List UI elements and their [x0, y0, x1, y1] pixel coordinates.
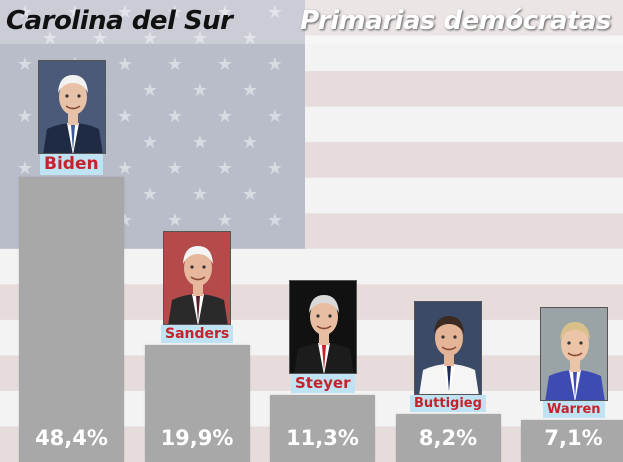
- value-label: 19,9%: [160, 426, 234, 450]
- header-band: [0, 0, 623, 44]
- flag-star: ★: [167, 54, 183, 75]
- chart-title: Carolina del Sur: [6, 6, 233, 36]
- flag-star: ★: [267, 158, 283, 179]
- flag-star: ★: [242, 28, 258, 49]
- flag-star: ★: [142, 80, 158, 101]
- chart-subtitle: Primarias demócratas: [300, 6, 611, 36]
- flag-star: ★: [17, 2, 33, 23]
- flag-star: ★: [17, 54, 33, 75]
- value-label: 11,3%: [286, 426, 359, 450]
- flag-star: ★: [117, 158, 133, 179]
- bar-buttigieg: [395, 414, 501, 462]
- flag-star: ★: [117, 106, 133, 127]
- flag-star: ★: [192, 80, 208, 101]
- flag-star: ★: [167, 210, 183, 231]
- flag-star: ★: [217, 106, 233, 127]
- flag-star: ★: [167, 158, 183, 179]
- flag-star: ★: [142, 28, 158, 49]
- flag-star: ★: [242, 132, 258, 153]
- candidate-name: Steyer: [291, 374, 355, 393]
- flag-star: ★: [142, 184, 158, 205]
- flag-star: ★: [242, 80, 258, 101]
- flag-star: ★: [217, 54, 233, 75]
- flag-star: ★: [167, 106, 183, 127]
- flag-star: ★: [92, 28, 108, 49]
- candidate-name: Sanders: [161, 325, 234, 343]
- value-label: 7,1%: [544, 426, 603, 450]
- flag-star: ★: [17, 158, 33, 179]
- value-label: 8,2%: [418, 426, 478, 450]
- flag-star: ★: [67, 2, 83, 23]
- flag-star: ★: [42, 28, 58, 49]
- warren-portrait: [540, 307, 608, 401]
- bar-sanders: [144, 345, 250, 462]
- flag-star: ★: [267, 2, 283, 23]
- candidate-name: Warren: [543, 401, 605, 418]
- bar-steyer: [270, 395, 375, 462]
- buttigieg-portrait: [414, 301, 482, 395]
- biden-portrait: [38, 60, 106, 154]
- flag-star: ★: [217, 2, 233, 23]
- candidate-name: Biden: [40, 154, 103, 175]
- flag-star: ★: [192, 184, 208, 205]
- flag-star: ★: [142, 132, 158, 153]
- sanders-portrait: [163, 231, 231, 325]
- flag-star: ★: [267, 210, 283, 231]
- flag-star: ★: [17, 106, 33, 127]
- flag-star: ★: [192, 28, 208, 49]
- flag-star: ★: [242, 184, 258, 205]
- flag-star: ★: [167, 2, 183, 23]
- flag-star: ★: [217, 210, 233, 231]
- steyer-portrait: [289, 280, 357, 374]
- flag-star: ★: [267, 54, 283, 75]
- flag-star: ★: [117, 2, 133, 23]
- flag-star: ★: [192, 132, 208, 153]
- flag-star: ★: [267, 106, 283, 127]
- flag-star: ★: [117, 54, 133, 75]
- value-label: 48,4%: [35, 426, 108, 450]
- bar-warren: [521, 420, 623, 462]
- flag-star: ★: [217, 158, 233, 179]
- bar-biden: [19, 177, 124, 462]
- candidate-name: Buttigieg: [410, 395, 486, 412]
